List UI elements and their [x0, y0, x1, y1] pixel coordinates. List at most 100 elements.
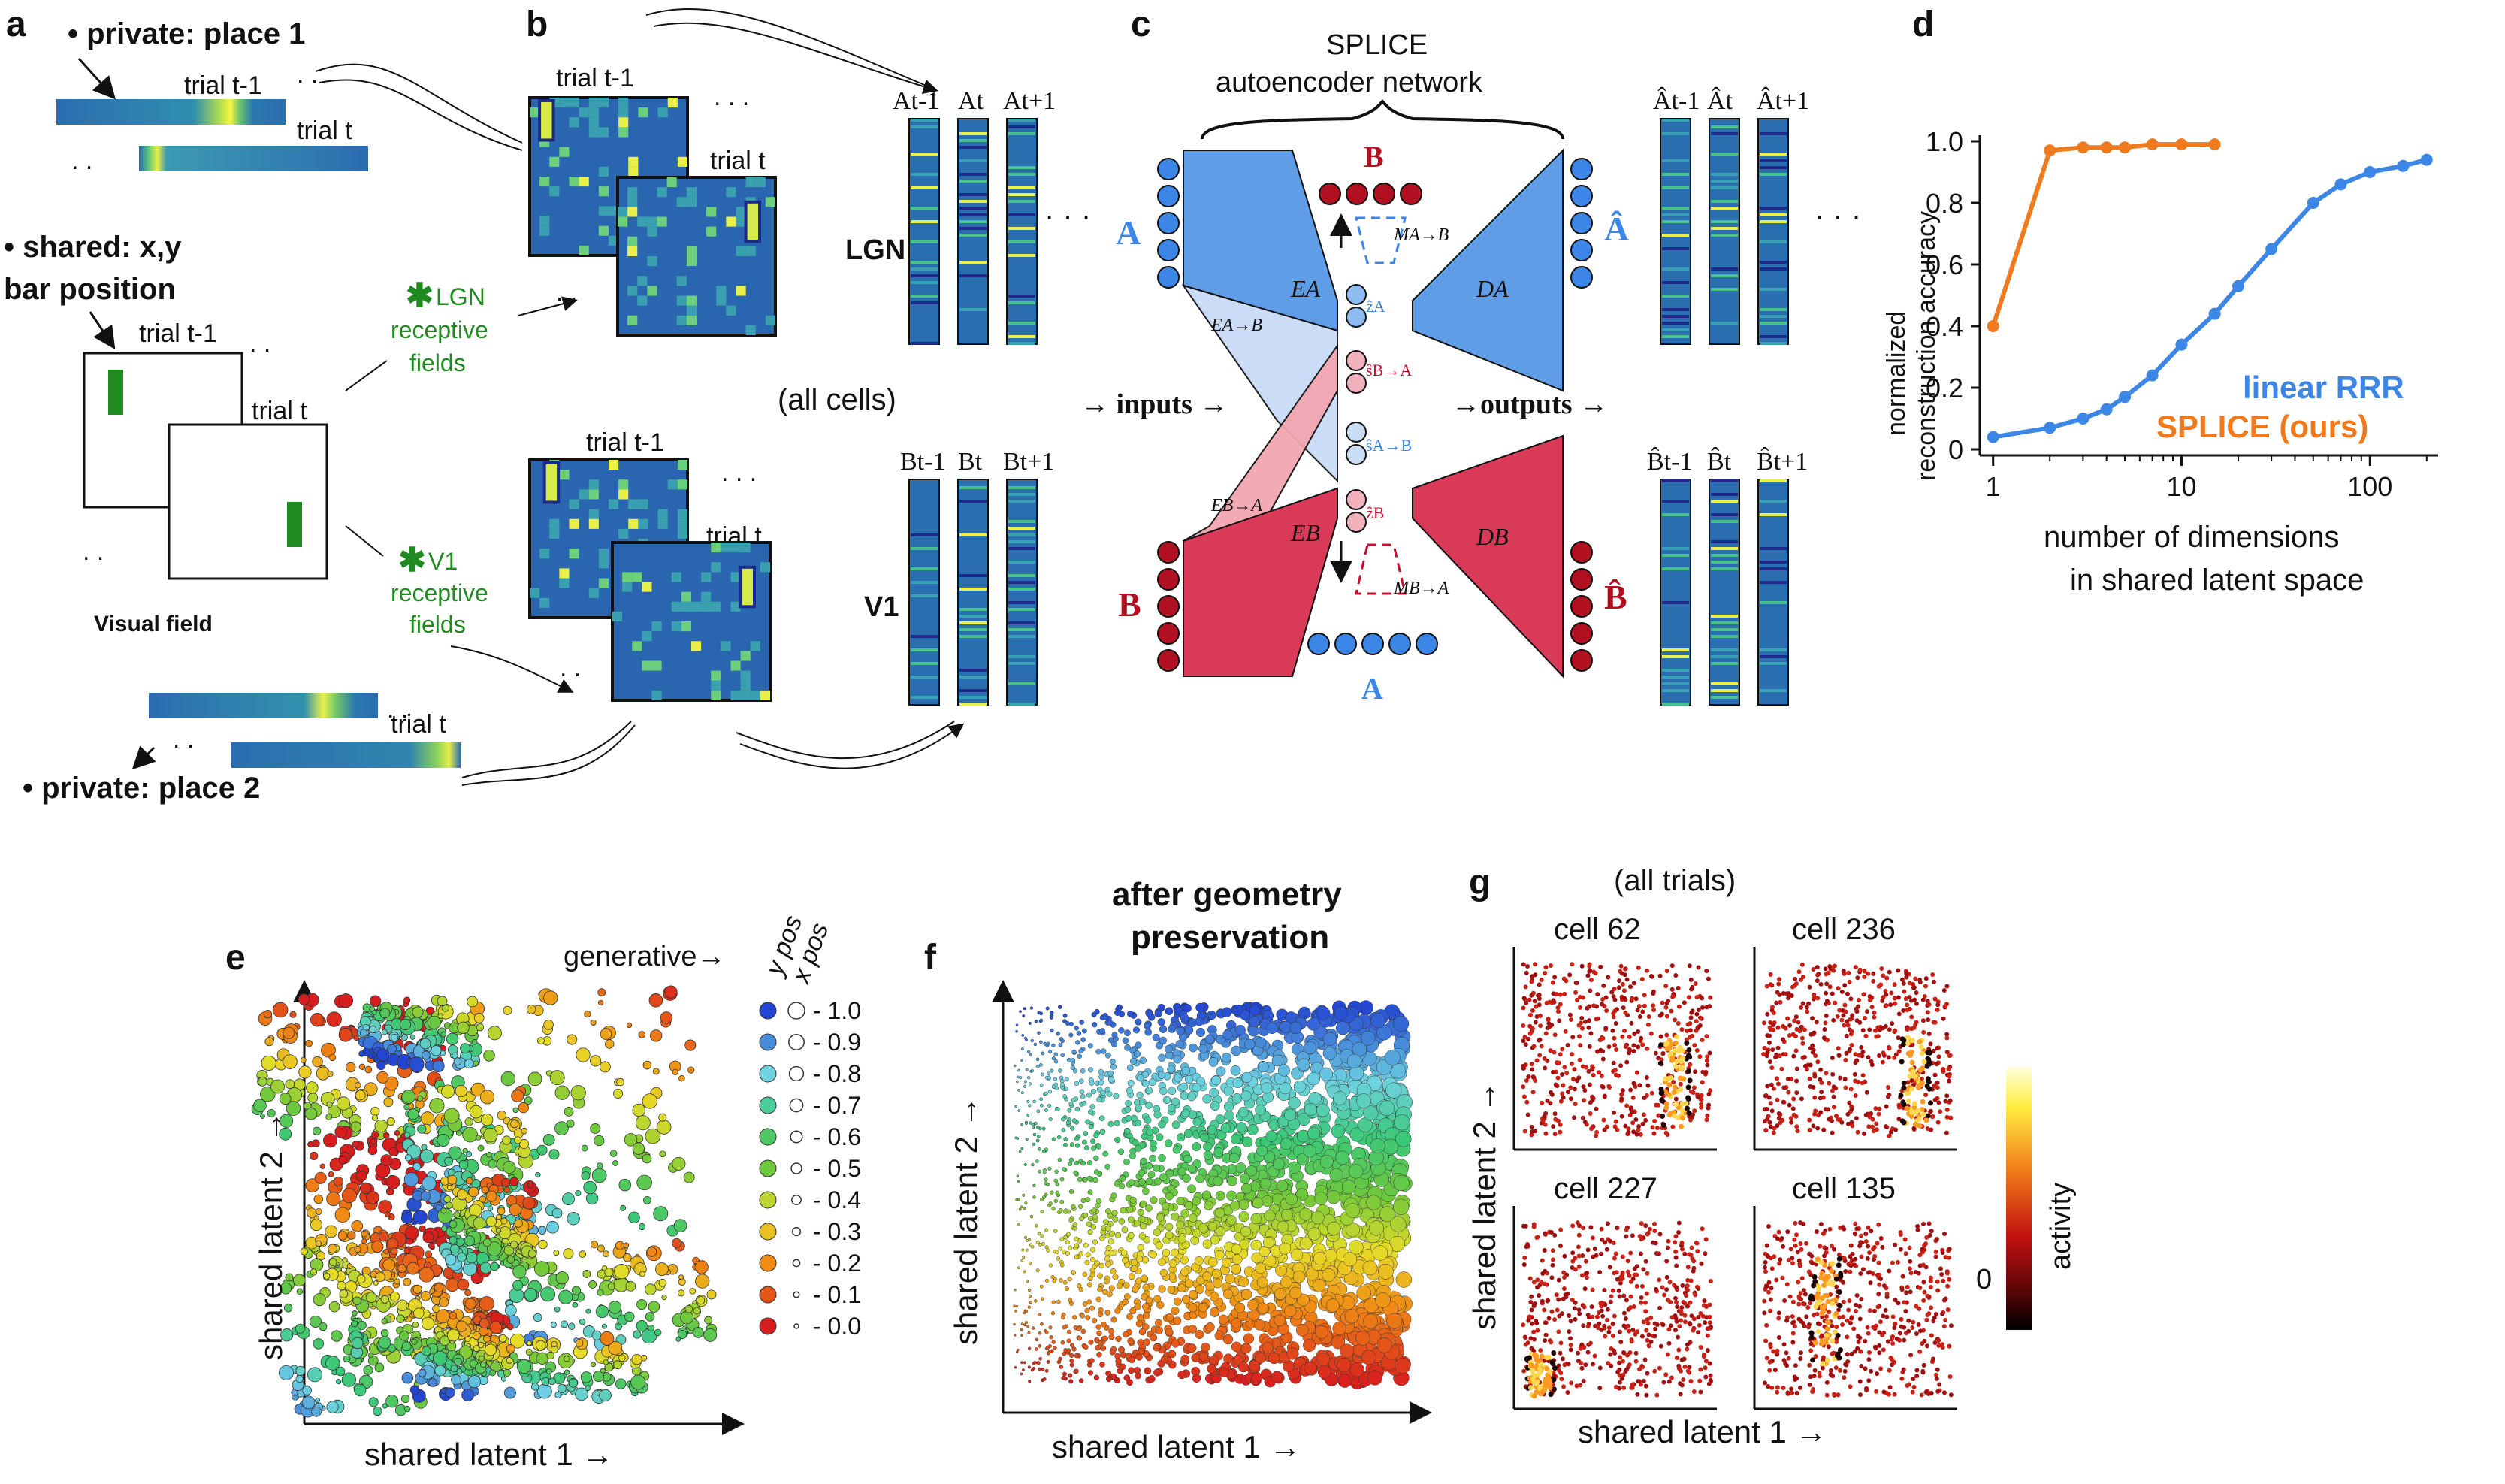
rf-pixel — [627, 236, 638, 246]
activity-stripe — [1711, 234, 1738, 237]
activity-point — [1612, 1035, 1617, 1041]
bar-stimulus-prev — [108, 370, 123, 415]
latent-point — [1027, 1288, 1032, 1292]
latent-point — [1244, 1038, 1256, 1050]
rf-pixel — [681, 621, 691, 632]
latent-point — [1085, 1197, 1091, 1203]
activity-point — [1538, 1023, 1543, 1029]
d-xlabel-1: number of dimensions — [2044, 521, 2340, 554]
latent-point — [1145, 1009, 1153, 1017]
latent-point — [581, 1171, 591, 1181]
activity-point — [1582, 1098, 1587, 1103]
activity-stripe — [1008, 601, 1035, 604]
latent-point — [283, 1304, 293, 1313]
activity-stripe — [1662, 186, 1689, 189]
latent-point — [633, 1330, 642, 1339]
latent-point — [285, 1273, 294, 1282]
latent-point — [581, 1144, 588, 1152]
activity-point — [1549, 1000, 1555, 1005]
activity-stripe — [1760, 342, 1787, 345]
v1-rf-map-cur — [611, 541, 772, 702]
latent-point — [1187, 1184, 1196, 1194]
latent-point — [1039, 1097, 1044, 1102]
legend-size-swatch — [790, 1130, 803, 1144]
activity-point — [1664, 969, 1669, 974]
rf-pixel — [716, 295, 727, 306]
rf-pixel — [627, 197, 638, 207]
latent-point — [1015, 1350, 1019, 1354]
activity-column — [1006, 118, 1038, 345]
latent-point — [1296, 1129, 1310, 1143]
latent-point — [1068, 1298, 1073, 1303]
latent-point — [1104, 1250, 1111, 1256]
activity-point — [1521, 1005, 1526, 1011]
node — [1157, 568, 1180, 591]
latent-point — [310, 1151, 319, 1160]
latent-point — [1256, 1145, 1268, 1157]
latent-point — [407, 1108, 419, 1120]
activity-point — [1527, 1012, 1533, 1017]
latent-point — [466, 1151, 473, 1158]
latent-point — [1370, 1013, 1386, 1029]
latent-point — [1047, 1350, 1052, 1354]
latent-point — [579, 1250, 587, 1258]
latent-point — [1293, 1080, 1307, 1093]
latent-point — [1046, 1041, 1050, 1046]
latent-point — [1108, 1334, 1115, 1340]
activity-stripe — [959, 486, 987, 489]
activity-point — [1600, 1056, 1606, 1062]
latent-point — [280, 1328, 294, 1342]
latent-point — [1100, 1345, 1107, 1351]
latent-point — [1049, 1015, 1054, 1020]
latent-point — [1089, 1358, 1095, 1364]
legend-color-swatch — [759, 1223, 777, 1241]
activity-point — [1629, 1109, 1634, 1114]
activity-point — [1688, 1028, 1693, 1033]
latent-point — [1014, 1365, 1017, 1369]
latent-point — [1213, 1278, 1223, 1289]
activity-point — [1631, 1043, 1636, 1048]
f-title-1: after geometry — [1112, 876, 1342, 913]
latent-point — [1062, 1280, 1068, 1285]
ahat-col-label: Ât — [1707, 87, 1733, 115]
activity-point — [1530, 1129, 1535, 1134]
panel-e: e generative→ y pos x pos - 1.0- 0.9- 0.… — [225, 911, 861, 1472]
latent-point — [487, 1026, 502, 1041]
latent-point — [488, 1159, 497, 1169]
latent-point — [518, 1102, 529, 1114]
data-point — [2364, 166, 2377, 178]
latent-point — [1027, 1365, 1031, 1369]
latent-point — [1209, 1355, 1219, 1365]
latent-point — [1153, 1295, 1162, 1303]
legend-splice: SPLICE (ours) — [2156, 409, 2368, 444]
activity-stripe — [1760, 267, 1787, 271]
latent-point — [1144, 1117, 1152, 1124]
latent-point — [567, 1322, 576, 1330]
activity-point — [1558, 992, 1563, 997]
activity-stripe — [1760, 207, 1787, 210]
latent-point — [441, 1084, 455, 1099]
latent-point — [1240, 1183, 1252, 1195]
activity-stripe — [959, 689, 987, 692]
rf-pixel — [740, 651, 751, 661]
latent-point — [1177, 1235, 1186, 1244]
rf-bar-response — [538, 98, 555, 142]
latent-point — [328, 1301, 340, 1313]
latent-point — [511, 1089, 524, 1102]
rf-pixel — [666, 177, 677, 188]
latent-point — [1105, 1244, 1112, 1251]
rf-pixel — [706, 207, 717, 217]
latent-point — [479, 1195, 486, 1203]
activity-stripe — [911, 281, 938, 284]
rf-pixel — [740, 680, 751, 691]
latent-point — [1046, 1359, 1050, 1364]
rf-pixel — [549, 156, 560, 167]
latent-point — [464, 1298, 476, 1310]
latent-point — [1250, 1213, 1262, 1225]
latent-point — [361, 1230, 368, 1238]
latent-point — [1384, 1050, 1401, 1066]
splice-title-1: SPLICE — [1326, 29, 1428, 61]
latent-point — [419, 1267, 434, 1283]
latent-point — [1073, 1170, 1078, 1176]
connector-line — [345, 360, 388, 391]
